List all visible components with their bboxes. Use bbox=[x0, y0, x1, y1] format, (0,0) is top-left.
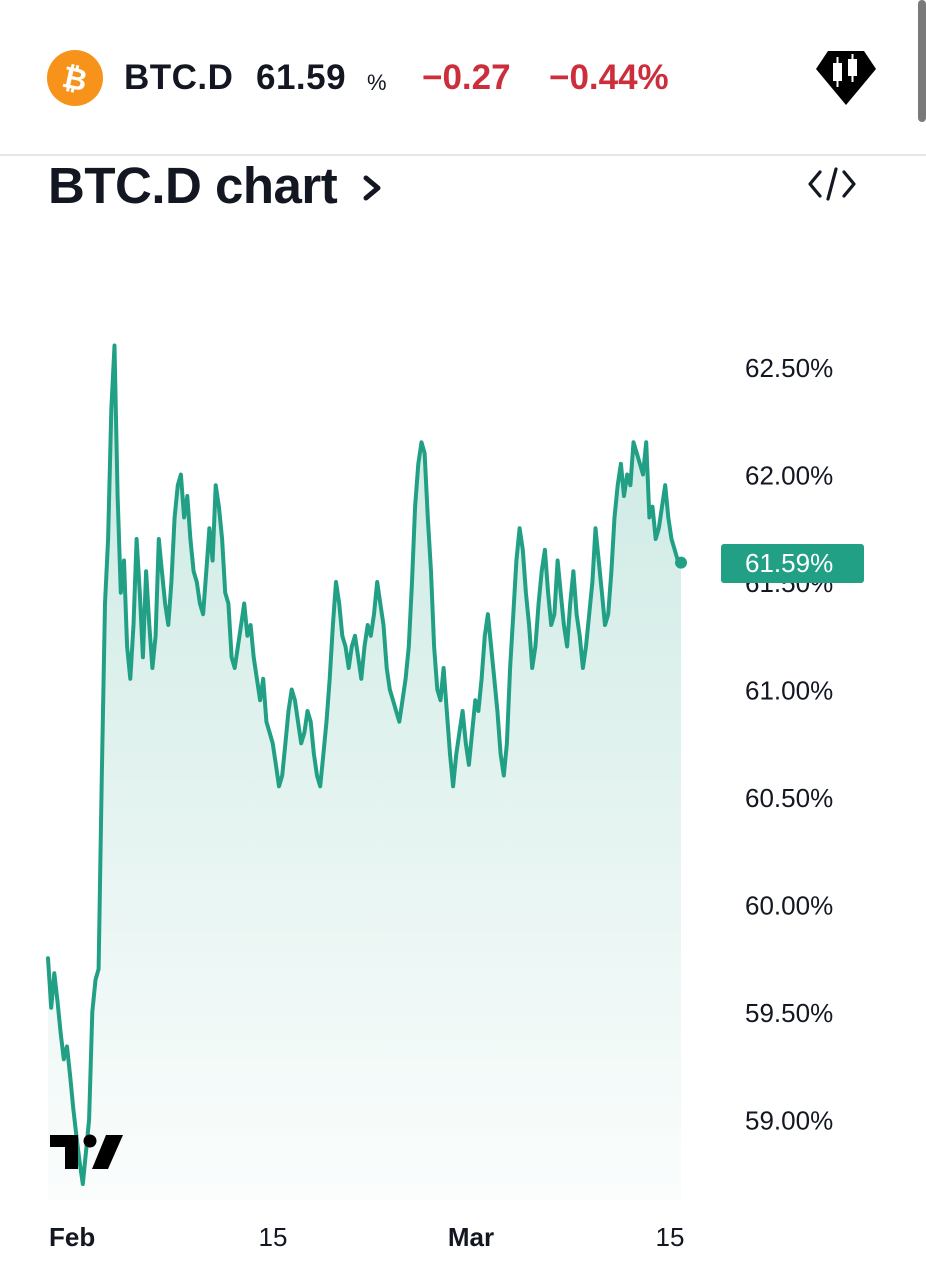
x-tick-label: 15 bbox=[656, 1222, 685, 1252]
y-tick-label: 59.00% bbox=[745, 1106, 833, 1136]
y-tick-label: 60.00% bbox=[745, 891, 833, 921]
x-tick-label: Feb bbox=[49, 1222, 95, 1252]
x-axis: Feb 15 Mar 15 bbox=[49, 1222, 684, 1252]
chevron-right-icon[interactable] bbox=[360, 170, 386, 211]
y-tick-label: 62.50% bbox=[745, 353, 833, 383]
y-tick-label: 59.50% bbox=[745, 998, 833, 1028]
price-line bbox=[46, 343, 683, 1186]
symbol-header: ₿ BTC.D 61.59 % −0.27 −0.44% bbox=[0, 0, 926, 156]
y-tick-label: 61.00% bbox=[745, 676, 833, 706]
y-tick-label: 62.00% bbox=[745, 461, 833, 491]
area-fill bbox=[48, 345, 681, 1200]
price-chart[interactable]: 62.50%62.00%61.50%61.00%60.50%60.00%59.5… bbox=[0, 300, 926, 1280]
current-price: 61.59 bbox=[256, 58, 347, 97]
price-change: −0.27 bbox=[422, 58, 511, 97]
x-tick-label: Mar bbox=[448, 1222, 494, 1252]
tradingview-logo-icon[interactable] bbox=[50, 1133, 124, 1176]
last-price-tag: 61.59% bbox=[721, 544, 864, 583]
y-tick-label: 60.50% bbox=[745, 783, 833, 813]
price-unit: % bbox=[367, 70, 387, 95]
svg-text:₿: ₿ bbox=[59, 61, 90, 98]
scrollbar-thumb[interactable] bbox=[918, 0, 926, 122]
symbol-name[interactable]: BTC.D bbox=[124, 58, 234, 97]
last-price-dot bbox=[675, 556, 687, 569]
price-change-percent: −0.44% bbox=[549, 58, 669, 97]
y-axis: 62.50%62.00%61.50%61.00%60.50%60.00%59.5… bbox=[745, 353, 833, 1136]
x-tick-label: 15 bbox=[259, 1222, 288, 1252]
bitcoin-icon: ₿ bbox=[47, 50, 103, 106]
candlestick-badge-icon[interactable] bbox=[814, 49, 878, 112]
code-embed-icon[interactable] bbox=[808, 166, 856, 207]
chart-title-link[interactable]: BTC.D chart bbox=[48, 157, 338, 214]
